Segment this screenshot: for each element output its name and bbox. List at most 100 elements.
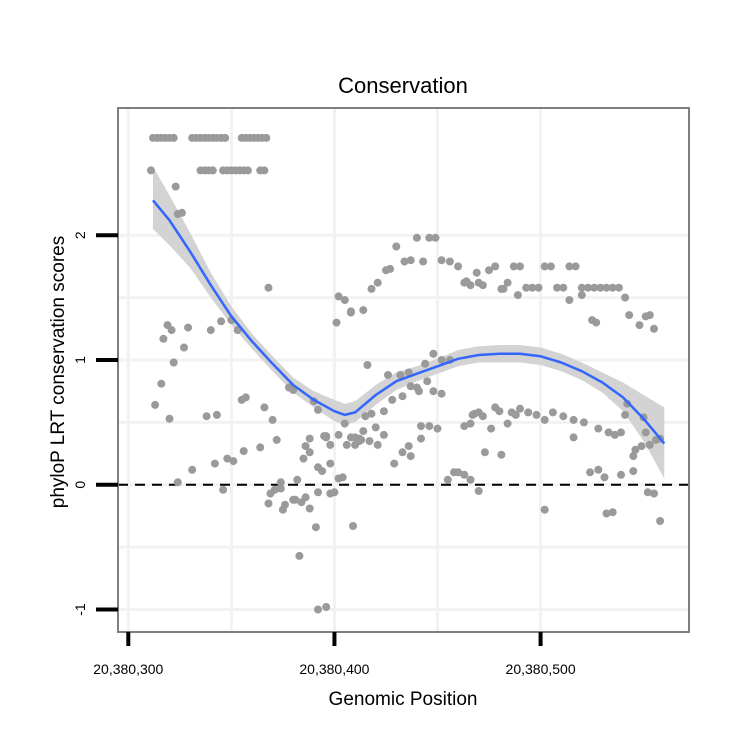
data-point xyxy=(462,277,471,286)
data-point xyxy=(322,603,331,611)
data-point xyxy=(299,454,308,463)
data-point xyxy=(390,459,399,468)
chart-title: Conservation xyxy=(338,73,468,98)
data-point xyxy=(326,459,335,468)
data-point xyxy=(159,334,168,343)
data-point xyxy=(584,283,592,292)
data-point xyxy=(503,419,512,428)
data-point xyxy=(421,359,430,368)
data-point xyxy=(419,257,428,266)
data-point xyxy=(412,233,421,242)
data-point xyxy=(454,262,463,271)
data-point xyxy=(239,447,248,456)
data-point xyxy=(617,470,625,479)
data-point xyxy=(437,356,446,364)
data-point xyxy=(429,349,438,358)
data-point xyxy=(212,410,221,419)
data-point xyxy=(305,448,314,457)
data-point xyxy=(278,505,287,514)
data-point xyxy=(491,403,500,412)
data-point xyxy=(340,296,349,305)
data-point xyxy=(305,504,314,513)
data-point xyxy=(600,473,609,482)
data-point xyxy=(173,478,182,487)
data-point xyxy=(276,478,285,487)
data-point xyxy=(346,307,355,316)
data-point xyxy=(443,475,452,484)
data-point xyxy=(534,283,543,292)
y-tick-label: 1 xyxy=(72,356,88,364)
data-point xyxy=(285,383,294,392)
data-point xyxy=(468,410,477,419)
data-point xyxy=(417,434,425,443)
data-point xyxy=(206,326,215,335)
data-point xyxy=(338,473,347,482)
data-point xyxy=(516,262,524,271)
data-point xyxy=(270,485,279,494)
data-point xyxy=(184,323,193,332)
data-point xyxy=(466,419,475,428)
data-point xyxy=(645,440,654,449)
data-point xyxy=(507,408,516,417)
data-point xyxy=(276,484,285,493)
data-point xyxy=(311,523,320,532)
data-point xyxy=(594,465,603,474)
data-point xyxy=(260,166,269,175)
data-point xyxy=(208,166,217,175)
data-point xyxy=(301,442,310,451)
data-point xyxy=(326,440,335,449)
data-point xyxy=(229,457,238,466)
data-point xyxy=(291,495,300,504)
data-point xyxy=(577,283,586,292)
data-point xyxy=(594,424,603,433)
data-point xyxy=(373,278,382,287)
data-point xyxy=(210,459,219,468)
data-point xyxy=(569,433,578,442)
data-point xyxy=(221,133,230,142)
data-point xyxy=(623,399,632,408)
data-point xyxy=(614,283,623,292)
data-point xyxy=(474,278,483,287)
data-point xyxy=(423,377,432,386)
data-point xyxy=(637,442,646,451)
data-point xyxy=(217,317,226,326)
data-point xyxy=(610,430,619,439)
data-point xyxy=(540,505,549,514)
data-point xyxy=(437,389,446,398)
data-point xyxy=(559,412,568,421)
data-point xyxy=(429,387,438,396)
data-point xyxy=(392,242,401,251)
data-point xyxy=(608,508,617,517)
data-point xyxy=(371,423,380,432)
x-tick-label: 20,380,300 xyxy=(93,661,163,677)
data-point xyxy=(608,283,617,292)
data-point xyxy=(445,257,454,266)
data-point xyxy=(546,262,555,271)
smooth-line xyxy=(152,199,666,445)
data-point xyxy=(499,284,508,293)
data-point xyxy=(586,468,595,477)
y-tick-label: -1 xyxy=(72,603,88,616)
data-point xyxy=(602,509,611,518)
data-point xyxy=(379,430,388,439)
data-point xyxy=(167,326,176,335)
panel-border-layer xyxy=(117,107,690,633)
data-point xyxy=(629,452,638,461)
data-point xyxy=(625,311,634,320)
y-tick-label: 2 xyxy=(72,231,88,239)
data-point xyxy=(516,404,524,413)
data-point xyxy=(151,400,160,409)
data-point xyxy=(260,403,269,412)
data-point xyxy=(334,292,343,301)
data-point xyxy=(522,283,531,292)
data-point xyxy=(268,415,277,424)
data-point xyxy=(650,324,658,333)
data-point xyxy=(474,408,483,417)
data-point xyxy=(169,133,178,142)
data-point xyxy=(367,284,376,293)
data-point xyxy=(398,448,407,457)
data-point xyxy=(264,283,273,292)
data-point xyxy=(180,343,188,352)
data-point xyxy=(301,493,310,502)
